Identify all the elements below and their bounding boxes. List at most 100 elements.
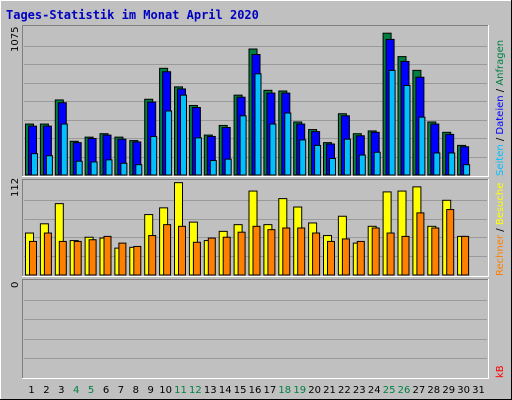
x-tick-label: 7 bbox=[118, 385, 124, 396]
x-tick-label: 10 bbox=[159, 385, 172, 396]
bar-sites bbox=[207, 237, 216, 276]
x-tick-label: 19 bbox=[293, 385, 306, 396]
x-tick-label: 18 bbox=[278, 385, 291, 396]
bar-pages bbox=[314, 144, 322, 176]
x-tick-label: 17 bbox=[264, 385, 277, 396]
bar-pages bbox=[418, 116, 426, 176]
bar-pages bbox=[135, 164, 143, 176]
x-tick-label: 28 bbox=[427, 385, 440, 396]
bar-sites bbox=[431, 227, 440, 276]
bar-pages bbox=[284, 112, 292, 176]
bar-sites bbox=[327, 240, 335, 276]
bar-sites bbox=[73, 240, 82, 276]
bar-sites bbox=[133, 245, 142, 276]
y-max-label-bottom: 0 bbox=[10, 282, 21, 288]
bar-pages bbox=[358, 154, 366, 176]
bar-pages bbox=[343, 138, 351, 176]
x-tick-label: 5 bbox=[88, 385, 94, 396]
x-tick-label: 4 bbox=[73, 385, 79, 396]
x-tick-label: 2 bbox=[43, 385, 49, 396]
panel-kbytes bbox=[22, 279, 489, 379]
x-tick-label: 22 bbox=[338, 385, 351, 396]
bar-sites bbox=[341, 238, 350, 276]
legend-sep-1: / bbox=[495, 86, 506, 96]
bar-pages bbox=[329, 157, 336, 176]
bar-sites bbox=[118, 242, 127, 276]
bar-sites bbox=[192, 241, 201, 276]
bar-pages bbox=[388, 69, 396, 176]
legend-sites: Rechner bbox=[495, 234, 506, 276]
legend-sep-2: / bbox=[495, 135, 506, 145]
bar-sites bbox=[178, 225, 186, 276]
x-tick-label: 21 bbox=[323, 385, 336, 396]
bar-pages bbox=[299, 139, 307, 176]
bar-sites bbox=[222, 236, 231, 276]
x-axis-labels: 1 2 3 4 5 6 7 8 9 10 11 12 13 14 15 16 17 18 19 20 21 22 23 24 2… bbox=[28, 385, 485, 396]
x-tick-label: 12 bbox=[189, 385, 202, 396]
bar-pages bbox=[194, 137, 202, 176]
y-max-label-top: 1075 bbox=[10, 27, 21, 52]
bar-pages bbox=[433, 152, 441, 176]
legend-kbytes: kB bbox=[495, 365, 506, 378]
bar-pages bbox=[60, 123, 68, 176]
bar-sites bbox=[43, 232, 52, 276]
bar-pages bbox=[254, 73, 262, 176]
bar-sites bbox=[252, 225, 261, 276]
bar-pages bbox=[90, 161, 98, 176]
bar-pages bbox=[31, 153, 38, 176]
bar-sites bbox=[371, 227, 380, 276]
x-tick-label: 30 bbox=[457, 385, 470, 396]
x-tick-label: 29 bbox=[442, 385, 455, 396]
bar-sites bbox=[88, 239, 97, 276]
bar-pages bbox=[165, 110, 173, 176]
x-tick-label: 24 bbox=[368, 385, 381, 396]
bar-sites bbox=[461, 235, 470, 276]
x-tick-label: 3 bbox=[58, 385, 64, 396]
bar-pages bbox=[209, 160, 217, 176]
legend-middle: Rechner / Besuche bbox=[495, 183, 506, 276]
bar-sites bbox=[416, 212, 425, 276]
bar-sites bbox=[267, 229, 276, 276]
bar-sites bbox=[282, 227, 291, 276]
x-tick-label: 15 bbox=[234, 385, 247, 396]
bar-pages bbox=[463, 164, 471, 176]
bar-pages bbox=[224, 158, 232, 176]
x-tick-label: 27 bbox=[413, 385, 426, 396]
x-tick-label: 31 bbox=[472, 385, 485, 396]
legend-sep-3: / bbox=[495, 225, 506, 235]
bar-pages bbox=[403, 85, 411, 176]
bar-pages bbox=[180, 94, 187, 176]
bar-pages bbox=[75, 160, 83, 176]
legend-files: Dateien bbox=[495, 95, 506, 134]
x-tick-label: 6 bbox=[103, 385, 109, 396]
x-tick-label: 13 bbox=[204, 385, 217, 396]
x-tick-label: 11 bbox=[174, 385, 187, 396]
bar-sites bbox=[401, 235, 410, 276]
x-tick-label: 8 bbox=[133, 385, 139, 396]
x-tick-label: 14 bbox=[219, 385, 232, 396]
bar-pages bbox=[45, 155, 53, 176]
bar-pages bbox=[239, 115, 247, 176]
bar-sites bbox=[386, 232, 395, 276]
bar-pages bbox=[448, 152, 456, 176]
panel-visits-sites bbox=[22, 179, 489, 277]
bar-sites bbox=[446, 209, 455, 276]
bar-sites bbox=[148, 235, 157, 276]
y-max-label-middle: 112 bbox=[10, 178, 21, 197]
bar-pages bbox=[120, 162, 128, 176]
x-tick-label: 1 bbox=[28, 385, 34, 396]
legend-top: Seiten / Dateien / Anfragen bbox=[495, 40, 506, 176]
bar-pages bbox=[105, 159, 113, 176]
panel-hits-files-pages bbox=[22, 25, 489, 177]
bar-sites bbox=[29, 240, 37, 276]
x-tick-label: 16 bbox=[249, 385, 262, 396]
bar-pages bbox=[150, 135, 158, 176]
bar-sites bbox=[356, 240, 365, 276]
x-tick-label: 25 bbox=[383, 385, 396, 396]
x-tick-label: 23 bbox=[353, 385, 366, 396]
legend-hits: Anfragen bbox=[495, 40, 506, 86]
chart-title: Tages-Statistik im Monat April 2020 bbox=[6, 8, 259, 22]
x-tick-label: 9 bbox=[148, 385, 154, 396]
x-tick-label: 20 bbox=[308, 385, 321, 396]
